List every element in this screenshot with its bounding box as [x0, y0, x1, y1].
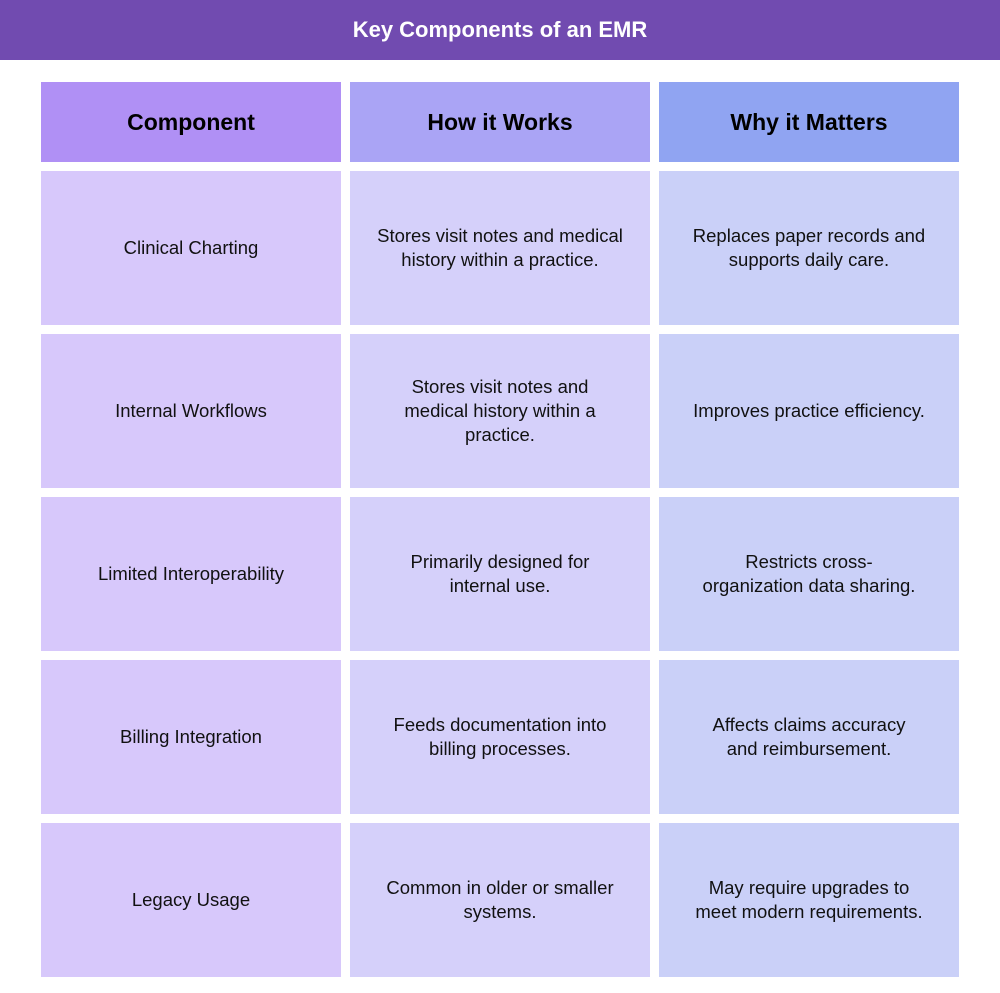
table-cell-how: Feeds documentation into billing processe… [350, 660, 650, 814]
cell-text-line: Limited Interoperability [97, 563, 285, 584]
cell-text-line: Clinical Charting [123, 237, 259, 258]
cell-text-line: billing processes. [429, 738, 571, 759]
cell-text-line: Common in older or smaller [386, 877, 614, 898]
table-cell-why: Replaces paper records and supports daily… [659, 171, 959, 325]
cell-text-line: Stores visit notes and medical [377, 225, 623, 246]
cell-text-line: and reimbursement. [726, 738, 892, 759]
cell-text-line: organization data sharing. [702, 575, 916, 596]
table-cell-how: Stores visit notes and medical history wi… [350, 334, 650, 488]
table-cell-component: Billing Integration [41, 660, 341, 814]
cell-text-line: Billing Integration [120, 726, 262, 747]
cell-text-line: Affects claims accuracy [712, 714, 906, 735]
cell-text-line: history within a practice. [401, 249, 599, 270]
cell-text-line: systems. [463, 901, 537, 922]
cell-text-line: practice. [465, 424, 535, 445]
table-cell-how: Common in older or smaller systems. [350, 823, 650, 977]
table-cell-why: Improves practice efficiency. [659, 334, 959, 488]
column-header-component: Component [41, 82, 341, 162]
column-header-why-it-matters: Why it Matters [659, 82, 959, 162]
page-title: Key Components of an EMR [0, 0, 1000, 60]
cell-text-line: Feeds documentation into [393, 714, 607, 735]
table-cell-component: Limited Interoperability [41, 497, 341, 651]
cell-text-line: Primarily designed for [410, 551, 590, 572]
cell-text-line: Restricts cross- [745, 551, 873, 572]
table-cell-component: Clinical Charting [41, 171, 341, 325]
table-cell-why: Restricts cross-organization data sharin… [659, 497, 959, 651]
table-cell-component: Internal Workflows [41, 334, 341, 488]
table-cell-how: Primarily designed for internal use. [350, 497, 650, 651]
table-cell-why: Affects claims accuracy and reimbursement… [659, 660, 959, 814]
cell-text-line: internal use. [449, 575, 551, 596]
column-header-how-it-works: How it Works [350, 82, 650, 162]
table-cell-why: May require upgrades to meet modern requi… [659, 823, 959, 977]
cell-text-line: Internal Workflows [115, 400, 267, 421]
cell-text-line: Stores visit notes and [411, 376, 589, 397]
table-cell-component: Legacy Usage [41, 823, 341, 977]
cell-text-line: Replaces paper records and [692, 225, 926, 246]
table-cell-how: Stores visit notes and medical history wi… [350, 171, 650, 325]
cell-text-line: May require upgrades to [708, 877, 910, 898]
cell-text-line: meet modern requirements. [695, 901, 923, 922]
cell-text-line: Improves practice efficiency. [693, 400, 925, 421]
cell-text-line: medical history within a [404, 400, 596, 421]
cell-text-line: Legacy Usage [131, 889, 251, 910]
cell-text-line: supports daily care. [728, 249, 890, 270]
